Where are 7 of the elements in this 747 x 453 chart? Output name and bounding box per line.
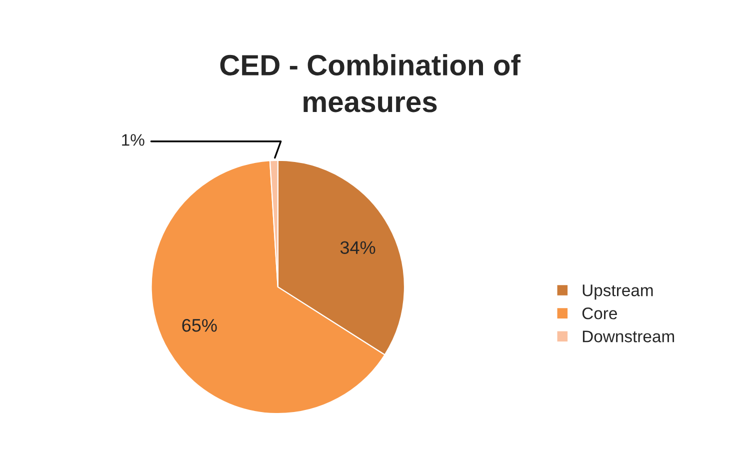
chart-title: CED - Combination of measures bbox=[220, 54, 521, 112]
data-label: 1% bbox=[122, 134, 144, 146]
data-label: 34% bbox=[340, 241, 376, 254]
legend-label: Downstream bbox=[582, 330, 674, 342]
data-label: 65% bbox=[182, 319, 217, 332]
legend-label: Upstream bbox=[582, 284, 653, 300]
legend-label: Core bbox=[582, 308, 617, 320]
